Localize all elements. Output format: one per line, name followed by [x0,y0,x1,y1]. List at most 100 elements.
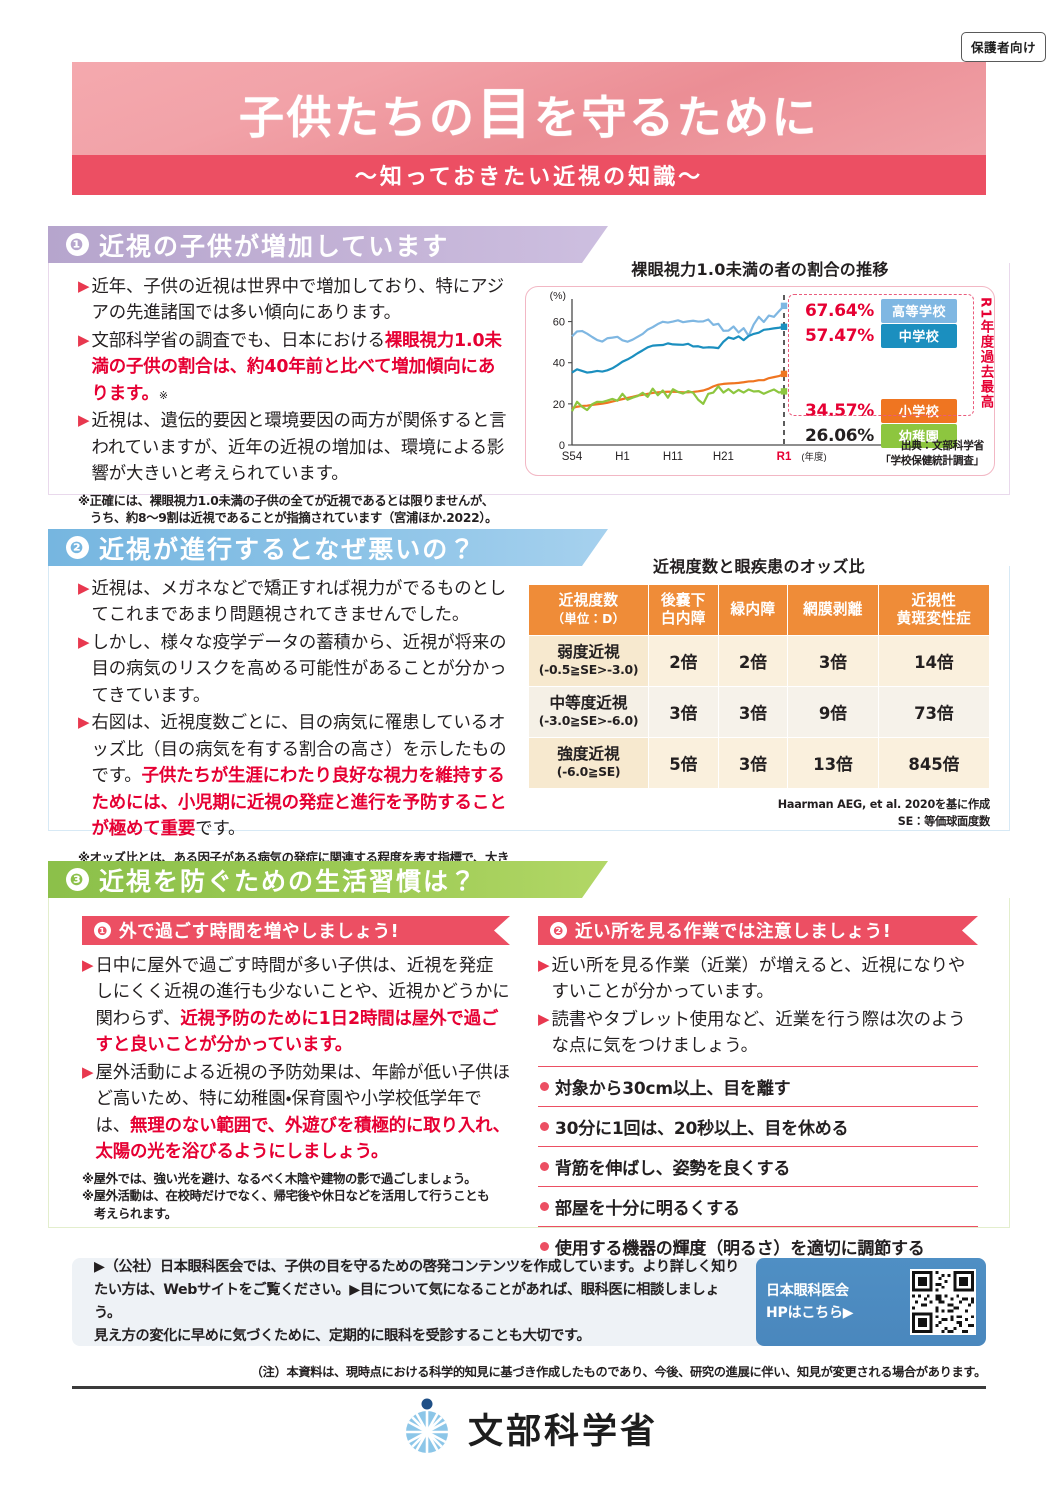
legend-item-kindergarten: 26.06% 幼稚園 [794,423,957,448]
record-high-outline [788,294,974,416]
habit-2-header: ❷ 近い所を見る作業では注意しましょう! [538,916,978,945]
cell-value: 3倍 [787,635,879,687]
habit-1-footnote: ※屋外では、強い光を避け、なるべく木陰や建物の影で過ごしましょう。 ※屋外活動は… [82,1171,510,1224]
cell-value: 5倍 [648,736,719,789]
ministry-logo-row: 文部科学省 [0,1398,1058,1458]
habit-1-number: ❶ [94,922,111,939]
cell-value: 9倍 [787,685,879,738]
svg-text:40: 40 [553,358,565,370]
chart-card: 0 20 40 60 (%) S54 H1 H11 H21 R1 (年度) 67.64% 高等学校 … [525,286,995,476]
myopia-trend-chart: 裸眼視力1.0未満の者の割合の推移 0 20 40 60 (%) S54 H1 H11 H21 R… [525,256,995,476]
section-2-bullet-2: ▶ しかし、様々な疫学データの蓄積から、近視が将来の目の病気のリスクを高める可能… [78,630,518,709]
chart-source-line-2: 「学校保健統計調査」 [880,454,984,467]
footer-line-3: 見え方の変化に早めに気づくために、定期的に眼科を受診することも大切です。 [94,1328,591,1344]
qr-label-line-2: HPはこちら▶ [766,1305,854,1321]
list-item: 部屋を十分に明るくする [538,1185,978,1226]
triangle-bullet-icon: ▶ [78,579,90,597]
audience-badge: 保護者向け [960,32,1046,62]
svg-text:S54: S54 [562,451,583,463]
footnote-line-2: ※屋外活動は、在校時だけでなく、帰宅後や休日などを活用して行うことも [82,1189,490,1204]
bullet-3-emphasis: 子供たちが生涯にわたり良好な視力を維持するためには、小児期に近視の発症と進行を予… [91,766,507,840]
odds-table-title: 近視度数と眼疾患のオッズ比 [653,557,865,576]
qr-code-svg [912,1271,974,1333]
habit-2-number: ❷ [550,922,567,939]
legend-item-highschool: 67.64% 高等学校 [794,298,957,323]
mext-logo-icon [405,1398,448,1453]
qr-code-icon[interactable] [910,1269,976,1335]
habit-1-header: ❶ 外で過ごす時間を増やしましょう! [82,916,510,945]
footnote-line-3: 考えられます。 [94,1206,177,1221]
page-subtitle: 〜知っておきたい近視の知識〜 [354,165,704,190]
section-2-header: ❷ 近視が進行するとなぜ悪いの？ [48,529,608,566]
bullet-dot-icon [540,1201,549,1211]
svg-text:60: 60 [553,317,565,329]
qr-cta-block[interactable]: 日本眼科医会 HPはこちら▶ [756,1258,986,1346]
col-header-macular-degeneration: 近視性 黄斑変性症 [877,584,991,636]
legend-value: 57.47% [804,325,874,346]
record-high-label: R1年度過去最高 [977,297,994,410]
disclaimer: （注）本資料は、現時点における科学的知見に基づき作成したものであり、今後、研究の… [250,1365,987,1379]
legend-chip: 幼稚園 [881,423,957,448]
col-header-retinal-detachment: 網膜剥離 [787,584,879,636]
bullet-dot-icon [540,1081,549,1091]
bullet-text: 近視は、メガネなどで矯正すれば視力がでるものとしてこれまであまり問題視されてきま… [91,579,507,626]
table-header-row: 近視度数 （単位：D） 後嚢下 白内障 緑内障 網膜剥離 近視性 黄斑変性症 [528,584,991,636]
habit-2-bullet-1: ▶ 近い所を見る作業（近業）が増えると、近視になりやすいことが分かっています。 [538,953,978,1006]
cell-value: 845倍 [877,736,991,789]
odds-ratio-block: 近視度数と眼疾患のオッズ比 近視度数 （単位：D） 後嚢下 白内障 緑内障 網膜剥… [528,553,990,831]
bullet-text: 近い所を見る作業（近業）が増えると、近視になりやすいことが分かっています。 [551,956,966,1003]
cell-value: 73倍 [877,685,991,738]
legend-item-juniorhigh: 57.47% 中学校 [794,323,957,348]
section-1-bullet-3: ▶ 近視は、遺伝的要因と環境要因の両方が関係すると言われていますが、近年の近視の… [78,408,508,487]
section-1-heading: 近視の子供が増加しています [99,231,450,261]
title-suffix: を守るために [534,90,820,144]
habit-2-bullet-2: ▶ 読書やタブレット使用など、近業を行う際は次のような点に気をつけましょう。 [538,1007,978,1060]
cell-value: 2倍 [648,635,719,687]
habit-column-left: ❶ 外で過ごす時間を増やしましょう! ▶ 日中に屋外で過ごす時間が多い子供は、近… [82,916,510,1223]
odds-ratio-table: 近視度数 （単位：D） 後嚢下 白内障 緑内障 網膜剥離 近視性 黄斑変性症 弱度近… [528,584,991,789]
footer-text: ▶（公社）日本眼科医会では、子供の目を守るための啓発コンテンツを作成しています。… [72,1256,756,1348]
row-label-high: 強度近視 (-6.0≧SE) [528,736,649,789]
svg-text:H21: H21 [713,451,734,463]
col-header-main: 近視度数 [558,592,619,609]
source-line-2: SE：等価球面度数 [897,814,990,828]
title-banner-top: 子供たちの目を守るために [72,62,986,155]
section-3-number: ❸ [66,868,89,891]
svg-text:R1: R1 [777,451,792,463]
bullet-dot-icon [540,1241,549,1251]
habit-1-text: ▶ 日中に屋外で過ごす時間が多い子供は、近視を発症しにくく近視の進行も少ないこと… [82,953,510,1223]
habit-1-title: 外で過ごす時間を増やしましょう! [119,922,400,942]
qr-label-line-1: 日本眼科医会 [766,1282,849,1299]
advice-text: 30分に1回は、20秒以上、目を休める [555,1118,849,1139]
list-item: 対象から30cm以上、目を離す [538,1065,978,1106]
section-1-bullet-1: ▶ 近年、子供の近視は世界中で増加しており、特にアジアの先進諸国では多い傾向にあ… [78,274,508,327]
page-title: 子供たちの目を守るために [239,69,819,149]
divider [72,1386,986,1389]
cell-value: 14倍 [877,635,991,687]
svg-text:20: 20 [553,399,565,411]
advice-list: 対象から30cm以上、目を離す 30分に1回は、20秒以上、目を休める 背筋を伸… [538,1065,978,1267]
footer-line-2: たい方は、Webサイトをご覧ください。▶目について気になることがあれば、眼科医に… [94,1282,720,1321]
svg-text:0: 0 [559,440,565,452]
advice-text: 背筋を伸ばし、姿勢を良くする [555,1158,791,1179]
cell-value: 2倍 [717,635,789,687]
col-header-cataract: 後嚢下 白内障 [648,584,719,636]
chart-source-line-1: 出典：文部科学省 [900,440,984,453]
bullet-text: しかし、様々な疫学データの蓄積から、近視が将来の目の病気のリスクを高める可能性が… [91,632,507,706]
advice-text: 部屋を十分に明るくする [555,1198,740,1219]
bullet-3-lead: 右図は、近視度数ごとに、目の病気に罹患しているオッズ比（目の病気を有する割合の高… [91,713,507,787]
habit-1-bullet-1: ▶ 日中に屋外で過ごす時間が多い子供は、近視を発症しにくく近視の進行も少ないこと… [82,953,510,1059]
habit-2-text: ▶ 近い所を見る作業（近業）が増えると、近視になりやすいことが分かっています。 … [538,953,978,1060]
svg-text:H11: H11 [663,451,683,463]
legend-chip: 高等学校 [881,298,957,323]
bullet-dot-icon [540,1121,549,1131]
chart-plot-area: 0 20 40 60 (%) S54 H1 H11 H21 R1 (年度) [550,290,956,463]
triangle-bullet-icon: ▶ [82,1062,94,1081]
advice-text: 使用する機器の輝度（明るさ）を適切に調節する [555,1238,925,1259]
svg-text:(年度): (年度) [801,451,826,463]
table-row: 強度近視 (-6.0≧SE) 5倍 3倍 13倍 845倍 [528,736,991,789]
triangle-bullet-icon: ▶ [78,411,90,430]
triangle-bullet-icon: ▶ [78,330,90,349]
section-3-header: ❸ 近視を防ぐための生活習慣は？ [48,861,608,898]
cell-value: 3倍 [717,685,789,738]
